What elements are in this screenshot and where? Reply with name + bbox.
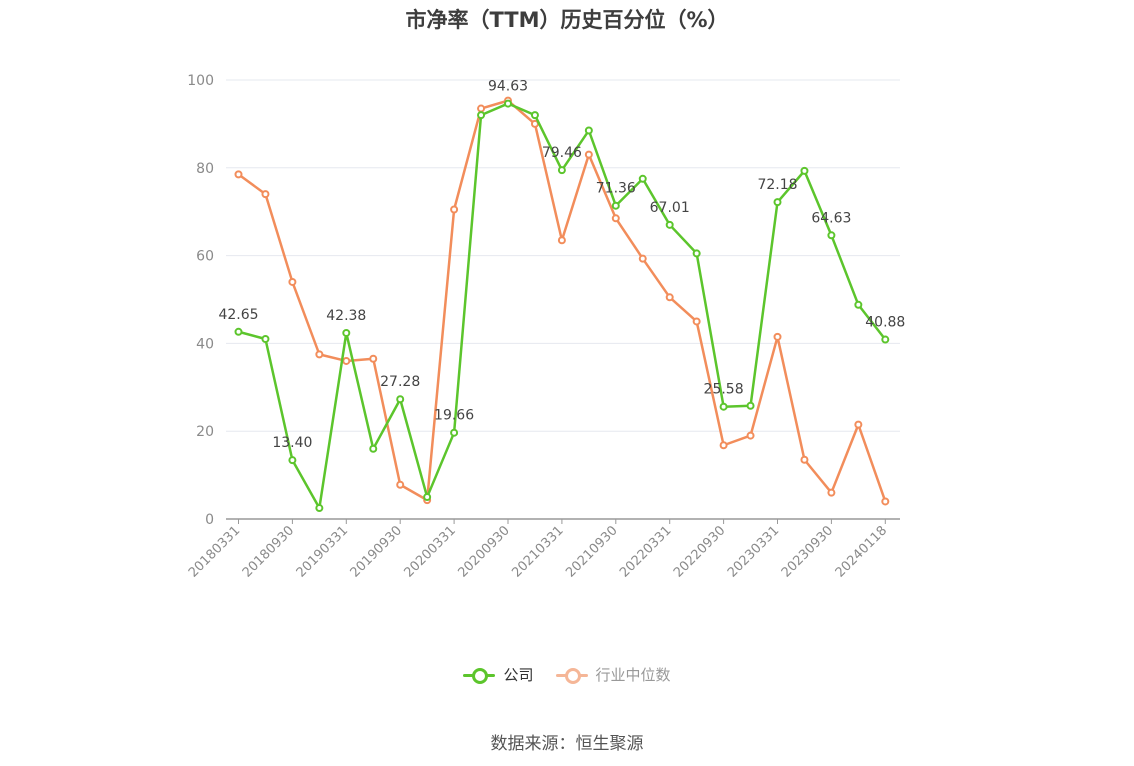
company-point <box>557 166 566 175</box>
data-label: 42.65 <box>218 307 258 323</box>
x-tick-label: 20200930 <box>455 523 512 580</box>
grid-layer <box>226 79 900 432</box>
series-layer <box>234 96 890 513</box>
company-point <box>692 249 701 258</box>
x-tick-label: 20220930 <box>671 523 728 580</box>
company-point <box>369 444 378 453</box>
x-tick-label: 20190331 <box>294 523 351 580</box>
data-label: 94.63 <box>488 79 528 95</box>
company-point <box>450 428 459 437</box>
industry-point <box>315 350 324 359</box>
industry-point <box>692 317 701 326</box>
company-point <box>827 231 836 240</box>
data-label: 19.66 <box>434 408 474 424</box>
company-point <box>234 327 243 336</box>
company-point <box>423 493 432 502</box>
company-point <box>854 300 863 309</box>
data-label: 64.63 <box>811 210 851 226</box>
industry-point <box>234 170 243 179</box>
x-tick-label: 20210930 <box>563 523 620 580</box>
company-point <box>342 328 351 337</box>
x-tick-label: 20190930 <box>348 523 405 580</box>
company-point <box>396 395 405 404</box>
industry-point <box>800 455 809 464</box>
company-series-line <box>238 102 887 510</box>
data-label: 79.46 <box>542 145 582 161</box>
industry-point <box>396 480 405 489</box>
company-point <box>530 111 539 120</box>
company-point <box>665 220 674 229</box>
industry-point <box>854 420 863 429</box>
industry-point <box>773 332 782 341</box>
data-label: 71.36 <box>596 181 636 197</box>
data-label: 40.88 <box>865 315 905 331</box>
label-layer: 42.65 13.40 42.38 27.28 19.66 94.63 79.46 71.36… <box>218 79 905 452</box>
legend-item-company[interactable]: 公司 <box>463 664 534 685</box>
industry-point <box>881 497 890 506</box>
x-tick-label: 20240118 <box>833 523 890 580</box>
x-tick-label: 20220331 <box>617 523 674 580</box>
data-label: 42.38 <box>326 308 366 324</box>
x-tick-label: 20180930 <box>240 523 297 580</box>
x-tick-label: 20210331 <box>509 523 566 580</box>
data-label: 72.18 <box>757 177 797 193</box>
legend-company-label: 公司 <box>503 666 534 684</box>
company-point <box>315 504 324 513</box>
industry-point <box>557 236 566 245</box>
x-tick-label: 20230930 <box>779 523 836 580</box>
data-label: 13.40 <box>272 435 312 451</box>
industry-point <box>827 488 836 497</box>
data-source: 数据来源：恒生聚源 <box>490 734 644 754</box>
industry-point <box>584 150 593 159</box>
legend-company-swatch-icon <box>463 667 496 684</box>
industry-point <box>746 431 755 440</box>
industry-point <box>261 190 270 199</box>
data-label: 25.58 <box>704 382 744 398</box>
company-point <box>719 402 728 411</box>
chart-title: 市净率（TTM）历史百分位（%） <box>405 8 729 32</box>
company-point <box>800 166 809 175</box>
company-point <box>638 174 647 183</box>
industry-point <box>450 205 459 214</box>
company-point <box>746 401 755 410</box>
company-point <box>477 111 486 120</box>
x-tick-label: 20180331 <box>186 523 243 580</box>
company-point <box>504 99 512 108</box>
company-point <box>611 201 620 210</box>
x-tick-label: 20200331 <box>402 523 459 580</box>
y-tick-label: 40 <box>196 336 214 352</box>
industry-point <box>288 277 297 286</box>
company-point <box>261 335 270 344</box>
data-label: 27.28 <box>380 374 420 390</box>
company-point <box>288 456 297 465</box>
industry-point <box>342 356 351 365</box>
company-point <box>881 335 890 344</box>
y-tick-label: 100 <box>187 73 214 89</box>
industry-point <box>369 354 378 363</box>
y-tick-label: 20 <box>196 424 214 440</box>
legend: 公司 行业中位数 <box>0 664 1134 685</box>
industry-point <box>719 441 728 450</box>
legend-industry-swatch-icon <box>555 667 588 684</box>
company-point <box>773 198 782 207</box>
y-tick-label: 80 <box>196 161 214 177</box>
company-point <box>584 126 593 135</box>
legend-industry-label: 行业中位数 <box>595 666 671 684</box>
x-tick-label: 20230331 <box>725 523 782 580</box>
industry-point <box>665 293 674 302</box>
y-tick-label: 60 <box>196 249 214 265</box>
industry-point <box>477 104 486 113</box>
data-label: 67.01 <box>650 200 690 216</box>
industry-point <box>611 214 620 223</box>
y-tick-label: 0 <box>205 512 214 528</box>
industry-point <box>638 254 647 263</box>
legend-item-industry[interactable]: 行业中位数 <box>555 664 671 685</box>
